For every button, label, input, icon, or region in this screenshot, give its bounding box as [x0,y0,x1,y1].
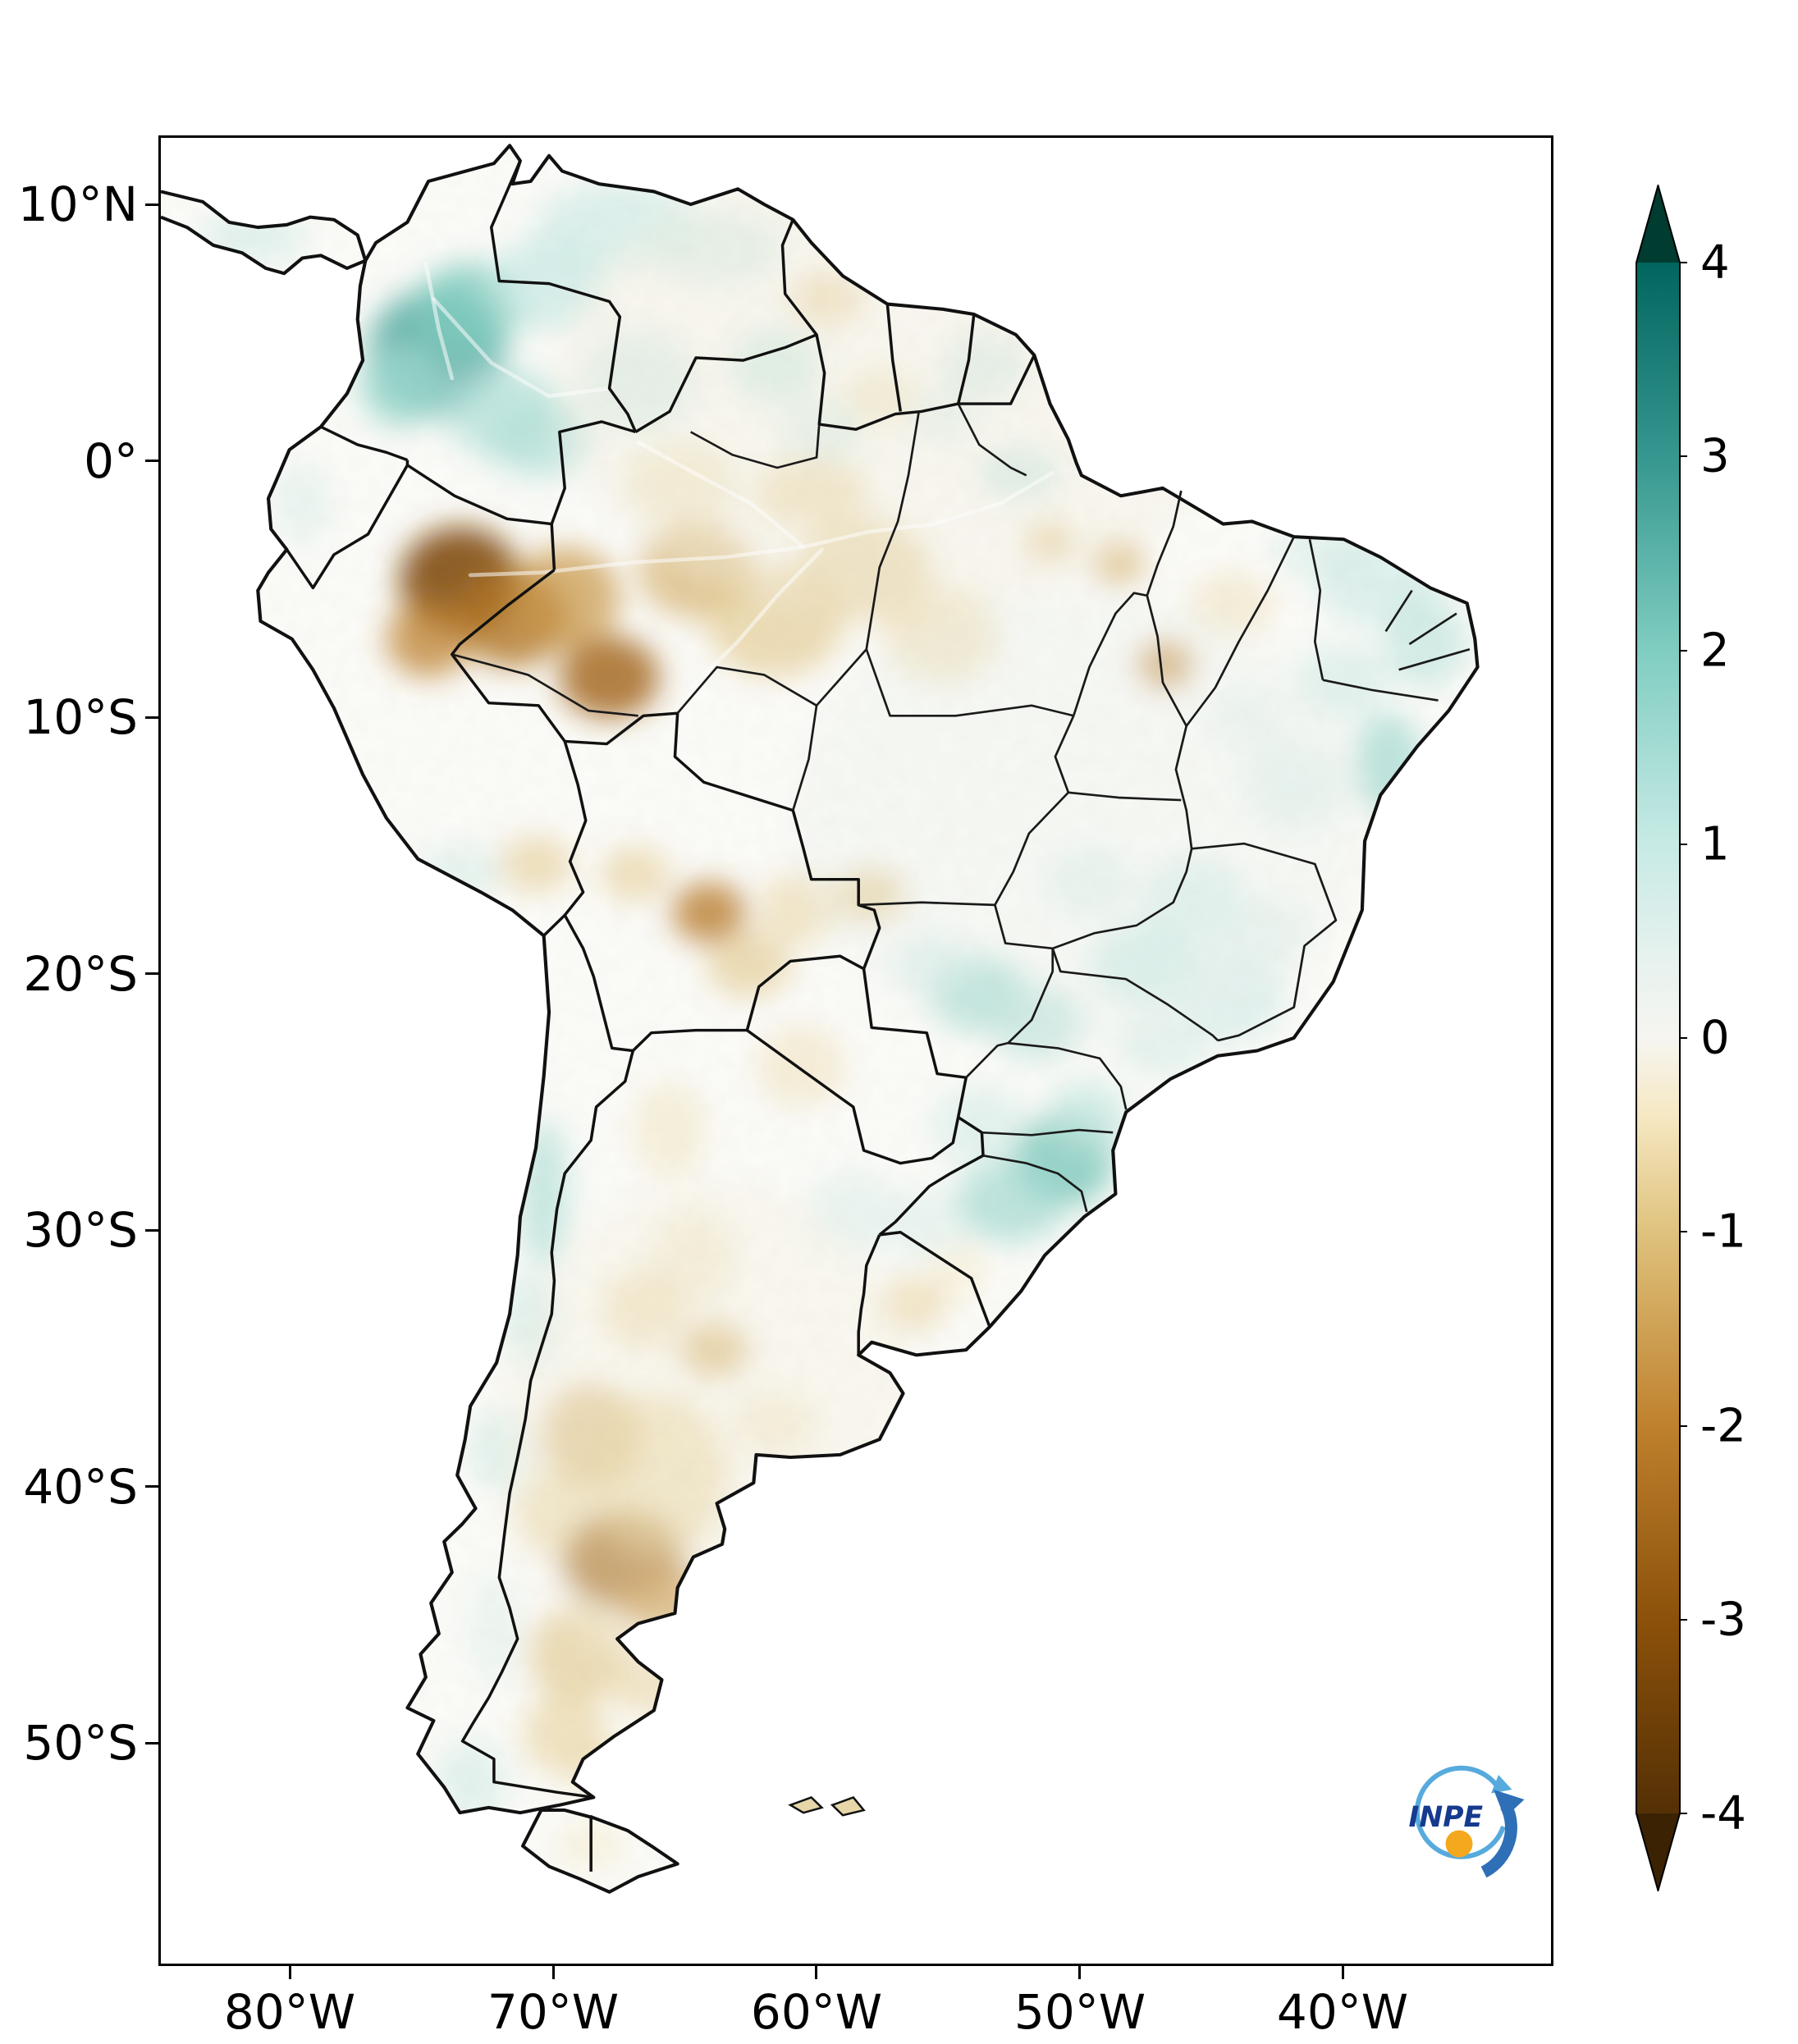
colorbar-tick-label: 0 [1700,1011,1730,1065]
colorbar [1636,185,1687,1891]
inpe-logo-orange-sphere [1445,1830,1473,1858]
y-tick-label: 50°S [23,1715,138,1771]
colorbar-tick-marks [1680,262,1687,1814]
land-area [161,145,1478,1892]
field-texture [161,145,1478,1892]
y-tick-mark [145,203,158,206]
colorbar-gradient [1636,263,1680,1813]
colorbar-tick-label: 1 [1700,817,1730,871]
y-tick-mark [145,716,158,719]
colorbar-tick-label: -2 [1700,1399,1746,1453]
inpe-logo: INPE [1409,1765,1525,1878]
state-borders [451,403,1471,1213]
x-tick-mark [1078,1966,1081,1979]
y-tick-label: 10°N [17,176,138,232]
y-tick-label: 10°S [23,689,138,745]
y-tick-mark [145,1485,158,1488]
x-tick-label: 40°W [1276,1984,1409,2040]
x-tick-mark [815,1966,817,1979]
x-tick-label: 70°W [487,1984,620,2040]
national-borders [285,160,1036,1872]
x-tick-mark [552,1966,555,1979]
y-tick-mark [145,460,158,462]
inpe-logo-text: INPE [1409,1801,1484,1834]
coastlines [161,144,1480,1894]
inpe-logo-arrowhead [1494,1790,1525,1818]
colorbar-extend-over [1636,185,1680,263]
falkland-islands [788,1795,824,1814]
y-tick-mark [145,1229,158,1232]
colorbar-tick-label: -3 [1700,1593,1746,1647]
colorbar-tick-label: 2 [1700,624,1730,678]
y-tick-label: 20°S [23,946,138,1002]
y-tick-label: 40°S [23,1459,138,1515]
colorbar-tick-label: 4 [1700,235,1730,290]
colorbar-extend-under [1636,1813,1680,1891]
falkland-islands [830,1795,866,1817]
inpe-logo-swirl [1414,1765,1506,1859]
map-frame: INPE [158,135,1553,1966]
x-tick-label: 50°W [1013,1984,1146,2040]
colorbar-tick-label: 3 [1700,429,1730,483]
colorbar-tick-label: -4 [1700,1786,1746,1841]
x-tick-label: 80°W [223,1984,356,2040]
inpe-logo-swirl-arrowhead [1491,1775,1512,1794]
south-america-spei-map [161,144,1480,1894]
colorbar-tick-label: -1 [1700,1205,1746,1259]
y-tick-mark [145,1742,158,1744]
y-tick-label: 30°S [23,1202,138,1258]
y-tick-label: 0° [84,433,138,489]
x-tick-mark [289,1966,291,1979]
x-tick-mark [1342,1966,1344,1979]
x-tick-label: 60°W [750,1984,883,2040]
y-tick-mark [145,972,158,975]
